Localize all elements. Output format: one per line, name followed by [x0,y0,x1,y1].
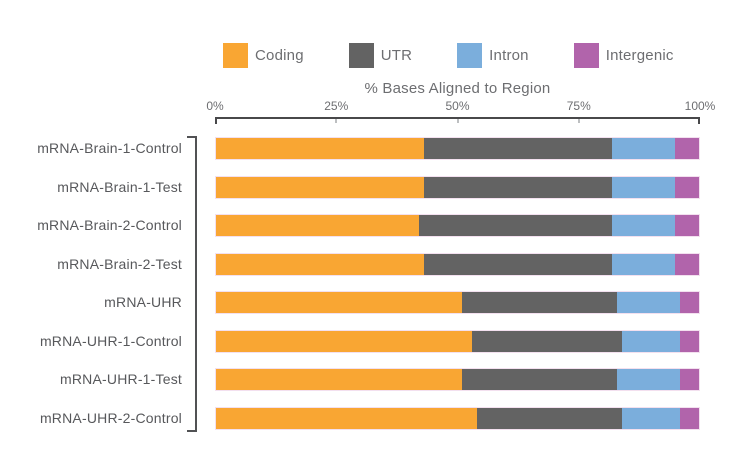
category-label: mRNA-UHR [104,294,182,310]
bar-segment-coding [216,253,424,275]
bar-segment-utr [423,253,613,275]
legend-item-intergenic: Intergenic [573,42,674,68]
bar-segment-coding [216,176,424,198]
bar-row: mRNA-UHR-1-Test [0,368,736,391]
legend-swatch-utr [348,42,374,68]
stacked-bar-mrna-brain-2-control [215,214,700,237]
legend-label-utr: UTR [380,46,413,64]
category-label: mRNA-UHR-1-Test [60,371,182,387]
x-tick-mark-75pct [577,117,580,123]
bar-segment-utr [423,176,613,198]
bar-segment-utr [462,292,617,313]
legend: Coding UTR Intron Intergenic [223,42,674,68]
bar-segment-coding [216,369,463,390]
x-tick-label-0pct: 0% [206,99,224,113]
bar-segment-intergenic [674,138,699,159]
bar-segment-coding [216,330,472,352]
category-label: mRNA-UHR-2-Control [39,409,182,426]
bar-segment-coding [216,407,477,429]
bar-row: mRNA-Brain-1-Test [0,175,736,199]
bar-segment-intron [621,330,680,352]
sample-group-bracket [187,136,197,432]
stacked-bar-mrna-uhr-1-control [215,329,700,353]
x-tick-label-25pct: 25% [324,99,349,113]
bar-segment-coding [216,292,463,313]
x-tick-mark-25pct [335,117,338,123]
bar-segment-intron [621,407,680,429]
x-tick-label-75pct: 75% [566,99,591,113]
stacked-bar-mrna-uhr-2-control [215,406,700,430]
category-label: mRNA-Brain-2-Test [57,255,182,272]
bar-segment-intron [612,176,675,198]
x-axis-line [215,117,700,124]
stacked-bar-mrna-brain-1-control [215,137,700,160]
category-label: mRNA-Brain-2-Control [37,217,182,233]
bar-segment-intergenic [674,253,699,275]
bar-segment-coding [216,138,424,159]
bar-segment-coding [216,215,419,236]
category-label: mRNA-Brain-1-Test [57,178,182,195]
x-axis-title: % Bases Aligned to Region [364,80,551,97]
stacked-bar-mrna-uhr [215,291,700,314]
bar-segment-intergenic [679,292,699,313]
bar-row: mRNA-Brain-2-Test [0,252,736,276]
x-tick-label-100pct: 100% [684,99,716,113]
bar-row: mRNA-UHR-2-Control [0,406,736,430]
bar-segment-intron [612,253,675,275]
bar-segment-intergenic [679,407,699,429]
bar-segment-utr [462,369,617,390]
bar-segment-intron [616,369,680,390]
legend-label-intergenic: Intergenic [605,46,674,64]
legend-item-coding: Coding [223,42,304,68]
x-tick-mark-50pct [456,117,459,123]
bar-row: mRNA-UHR [0,291,736,314]
bar-segment-utr [418,215,613,236]
bar-segment-intergenic [679,369,699,390]
stacked-bar-mrna-brain-1-test [215,175,700,199]
x-tick-label-50pct: 50% [445,99,470,113]
bar-row: mRNA-UHR-1-Control [0,329,736,353]
legend-swatch-intron [457,42,483,68]
bar-segment-utr [423,138,613,159]
plot-area: mRNA-Brain-1-Control mRNA-Brain-1-Test mRN… [0,137,736,445]
bar-segment-utr [471,330,622,352]
stacked-bar-mrna-uhr-1-test [215,368,700,391]
legend-swatch-coding [223,42,248,68]
category-label: mRNA-UHR-1-Control [39,332,182,349]
bar-segment-intron [612,138,675,159]
category-label: mRNA-Brain-1-Control [37,140,182,156]
bar-row: mRNA-Brain-2-Control [0,214,736,237]
bar-segment-intron [616,292,680,313]
legend-label-coding: Coding [255,46,304,64]
bar-row: mRNA-Brain-1-Control [0,137,736,160]
stacked-bar-mrna-brain-2-test [215,252,700,276]
bar-segment-intergenic [674,215,699,236]
legend-swatch-intergenic [573,42,599,68]
bar-segment-utr [476,407,622,429]
x-axis-ticks: 0% 25% 50% 75% 100% [206,99,715,123]
legend-item-utr: UTR [348,42,413,68]
bar-segment-intron [612,215,675,236]
bar-segment-intergenic [679,330,699,352]
legend-item-intron: Intron [457,42,529,68]
legend-label-intron: Intron [489,46,529,64]
bar-segment-intergenic [674,176,699,198]
